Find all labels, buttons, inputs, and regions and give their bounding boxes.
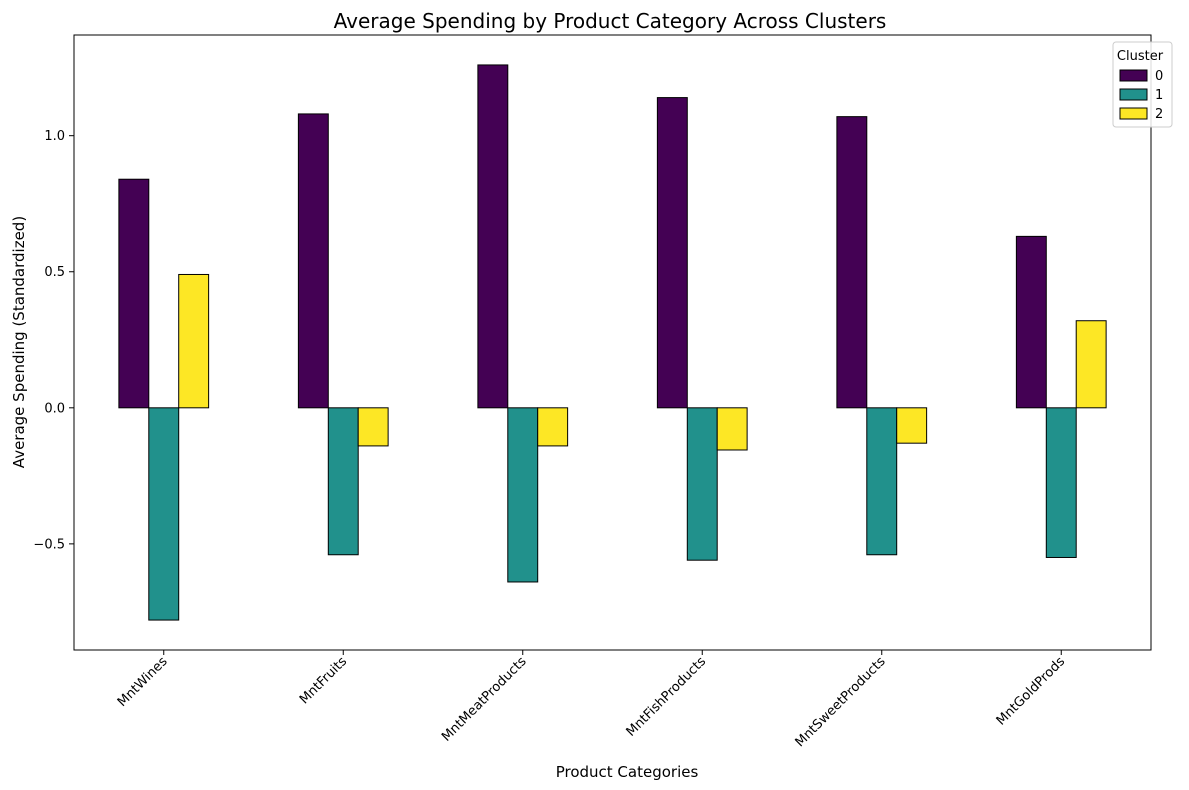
bar-cluster-2: [716, 407, 748, 451]
y-axis: −0.5 0.0 0.5 1.0: [33, 129, 74, 552]
legend-label: 0: [1155, 69, 1163, 84]
x-tick-label: MntWines: [115, 654, 171, 710]
legend-label: 2: [1155, 107, 1163, 122]
bar-cluster-1: [686, 407, 718, 561]
x-tick-label: MntFruits: [297, 654, 350, 707]
legend-label: 1: [1155, 88, 1163, 103]
bar-cluster-2: [537, 407, 569, 447]
bar-cluster-2: [178, 273, 210, 409]
bars-group: [118, 64, 1107, 621]
x-axis: MntWines MntFruits MntMeatProducts MntFishP…: [115, 650, 1068, 750]
legend-box: [1112, 41, 1173, 128]
bar-cluster-0: [656, 97, 688, 409]
legend-title: Cluster: [1117, 49, 1164, 64]
chart-title: Average Spending by Product Category Acr…: [334, 9, 887, 33]
bar-cluster-2: [1075, 320, 1107, 409]
x-tick-label: MntGoldProds: [994, 654, 1068, 728]
bar-cluster-0: [118, 178, 150, 409]
bar-cluster-1: [507, 407, 539, 583]
bar-cluster-1: [866, 407, 898, 556]
plot-area-frame: [73, 34, 1152, 651]
bar-cluster-1: [1045, 407, 1077, 558]
y-tick-label: 0.5: [44, 265, 65, 280]
y-axis-label: Average Spending (Standardized): [10, 216, 28, 468]
bar-cluster-1: [327, 407, 359, 556]
bar-cluster-2: [896, 407, 928, 444]
y-tick-label: 0.0: [44, 401, 65, 416]
x-tick-label: MntFishProducts: [624, 654, 710, 740]
legend-swatch-2: [1119, 107, 1148, 120]
bar-cluster-0: [836, 116, 868, 409]
bar-cluster-0: [477, 64, 509, 409]
bar-cluster-1: [148, 407, 180, 621]
bar-cluster-0: [297, 113, 329, 409]
legend-swatch-0: [1119, 69, 1148, 82]
y-tick-label: 1.0: [44, 129, 65, 144]
x-axis-label: Product Categories: [556, 763, 699, 781]
legend: Cluster 0 1 2: [1112, 41, 1173, 128]
y-tick-label: −0.5: [33, 537, 65, 552]
legend-swatch-1: [1119, 88, 1148, 101]
x-tick-label: MntMeatProducts: [439, 654, 530, 745]
x-tick-label: MntSweetProducts: [793, 654, 889, 750]
bar-cluster-2: [357, 407, 389, 447]
bar-cluster-0: [1015, 235, 1047, 409]
